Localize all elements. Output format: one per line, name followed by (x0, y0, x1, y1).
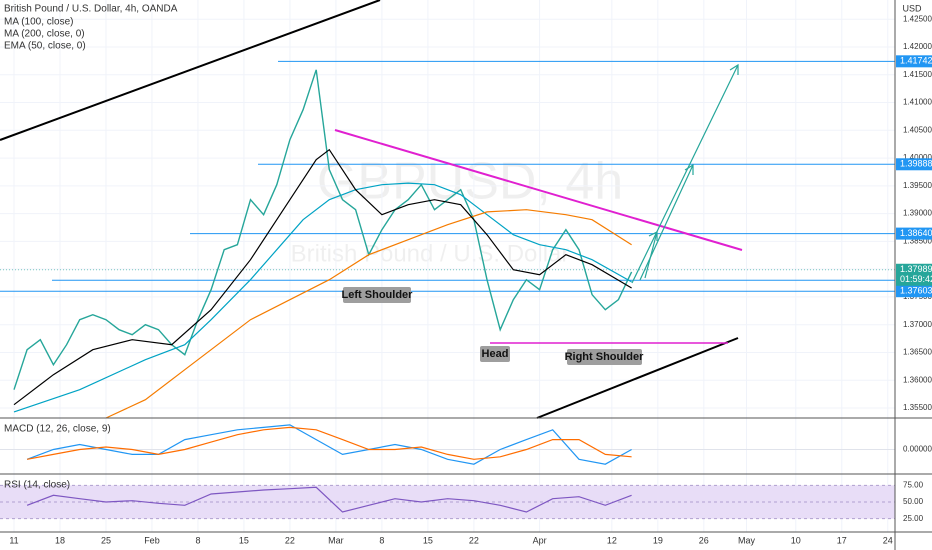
macd-line (26, 426, 632, 460)
x-tick-label: 11 (9, 535, 18, 545)
left-shoulder: Left Shoulder (342, 289, 414, 301)
y-tick-label: 1.35500 (903, 403, 932, 412)
current-price-tag (896, 263, 932, 286)
y-tick-label: 1.36000 (903, 375, 932, 384)
y-tick-label: 1.39000 (903, 209, 932, 218)
right-shoulder: Right Shoulder (565, 351, 645, 363)
level-tag (896, 285, 932, 298)
x-tick-label: 8 (379, 535, 384, 545)
level-label: 1.39888 (900, 159, 932, 169)
label-box (343, 287, 411, 303)
x-tick-label: Feb (144, 535, 160, 545)
head: Head (482, 348, 509, 360)
price-line (13, 69, 633, 390)
x-tick-label: 19 (653, 535, 663, 545)
x-tick-label: 10 (791, 535, 801, 545)
rsi-line (26, 486, 632, 513)
countdown: 01:59:42 (900, 274, 932, 284)
y-tick-label: 1.39500 (903, 181, 932, 190)
y-tick-label: 1.40000 (903, 153, 932, 162)
label-box (567, 349, 642, 365)
label-box (480, 346, 510, 362)
grid (0, 0, 895, 532)
x-tick-label: 12 (607, 535, 617, 545)
x-tick-label: 18 (55, 535, 65, 545)
legend-entry: MA (100, close) (4, 17, 73, 28)
x-tick-label: 15 (423, 535, 433, 545)
level-tag (896, 55, 932, 68)
macd-tick-label: 0.00000 (903, 445, 932, 454)
y-tick-label: 1.42000 (903, 42, 932, 51)
x-tick-label: Apr (533, 535, 547, 545)
rsi-tick-label: 75.00 (903, 480, 924, 489)
current-price-label: 1.37989 (900, 264, 932, 274)
x-tick-label: 8 (195, 535, 200, 545)
pattern-labels: Left Shoulder Head Right Shoulder (342, 287, 645, 365)
rsi-tick-label: 25.00 (903, 514, 924, 523)
x-tick-label: May (738, 535, 756, 545)
drawings (0, 0, 743, 419)
trendline (0, 0, 381, 141)
watermark-name: British Pound / U.S. Dollar (291, 240, 570, 267)
macd-line (26, 424, 632, 465)
series (13, 69, 633, 419)
level-tag (896, 227, 932, 240)
y-tick-label: 1.41500 (903, 70, 932, 79)
level-label: 1.37603 (900, 286, 932, 296)
trendline (536, 337, 739, 419)
level-label: 1.38640 (900, 228, 932, 238)
x-tick-label: 24 (883, 535, 893, 545)
x-tick-label: 26 (699, 535, 709, 545)
levels (0, 60, 895, 292)
y-tick-label: 1.41000 (903, 98, 932, 107)
arrow-head (729, 63, 739, 75)
currency: USD (902, 3, 922, 13)
y-tick-label: 1.37000 (903, 320, 932, 329)
x-tick-label: 25 (101, 535, 111, 545)
pane-title: RSI (14, close) (4, 480, 70, 491)
y-tick-label: 1.36500 (903, 348, 932, 357)
ma-line (13, 148, 632, 406)
arrow (644, 231, 658, 279)
x-tick-label: Mar (328, 535, 344, 545)
arrow (631, 64, 739, 284)
legend-entry: MA (200, close, 0) (4, 29, 85, 40)
x-tick-label: 15 (239, 535, 249, 545)
ma-line (13, 182, 632, 413)
y-tick-label: 1.40500 (903, 125, 932, 134)
x-tick-label: 17 (837, 535, 847, 545)
y-tick-label: 1.38500 (903, 236, 932, 245)
ma-line (105, 209, 632, 419)
neckline (334, 129, 743, 251)
y-tick-label: 1.42500 (903, 14, 932, 23)
legend-entry: EMA (50, close, 0) (4, 41, 86, 52)
pane-title: MACD (12, 26, close, 9) (4, 424, 111, 435)
x-tick-label: 22 (469, 535, 479, 545)
rsi-tick-label: 50.00 (903, 497, 924, 506)
level-label: 1.41742 (900, 56, 932, 66)
level-tag (896, 158, 932, 171)
arrow (639, 164, 694, 281)
arrow-head (684, 163, 694, 175)
x-tick-label: 22 (285, 535, 295, 545)
arrow-head (648, 231, 658, 241)
chart-title: British Pound / U.S. Dollar, 4h, OANDA (4, 4, 178, 15)
